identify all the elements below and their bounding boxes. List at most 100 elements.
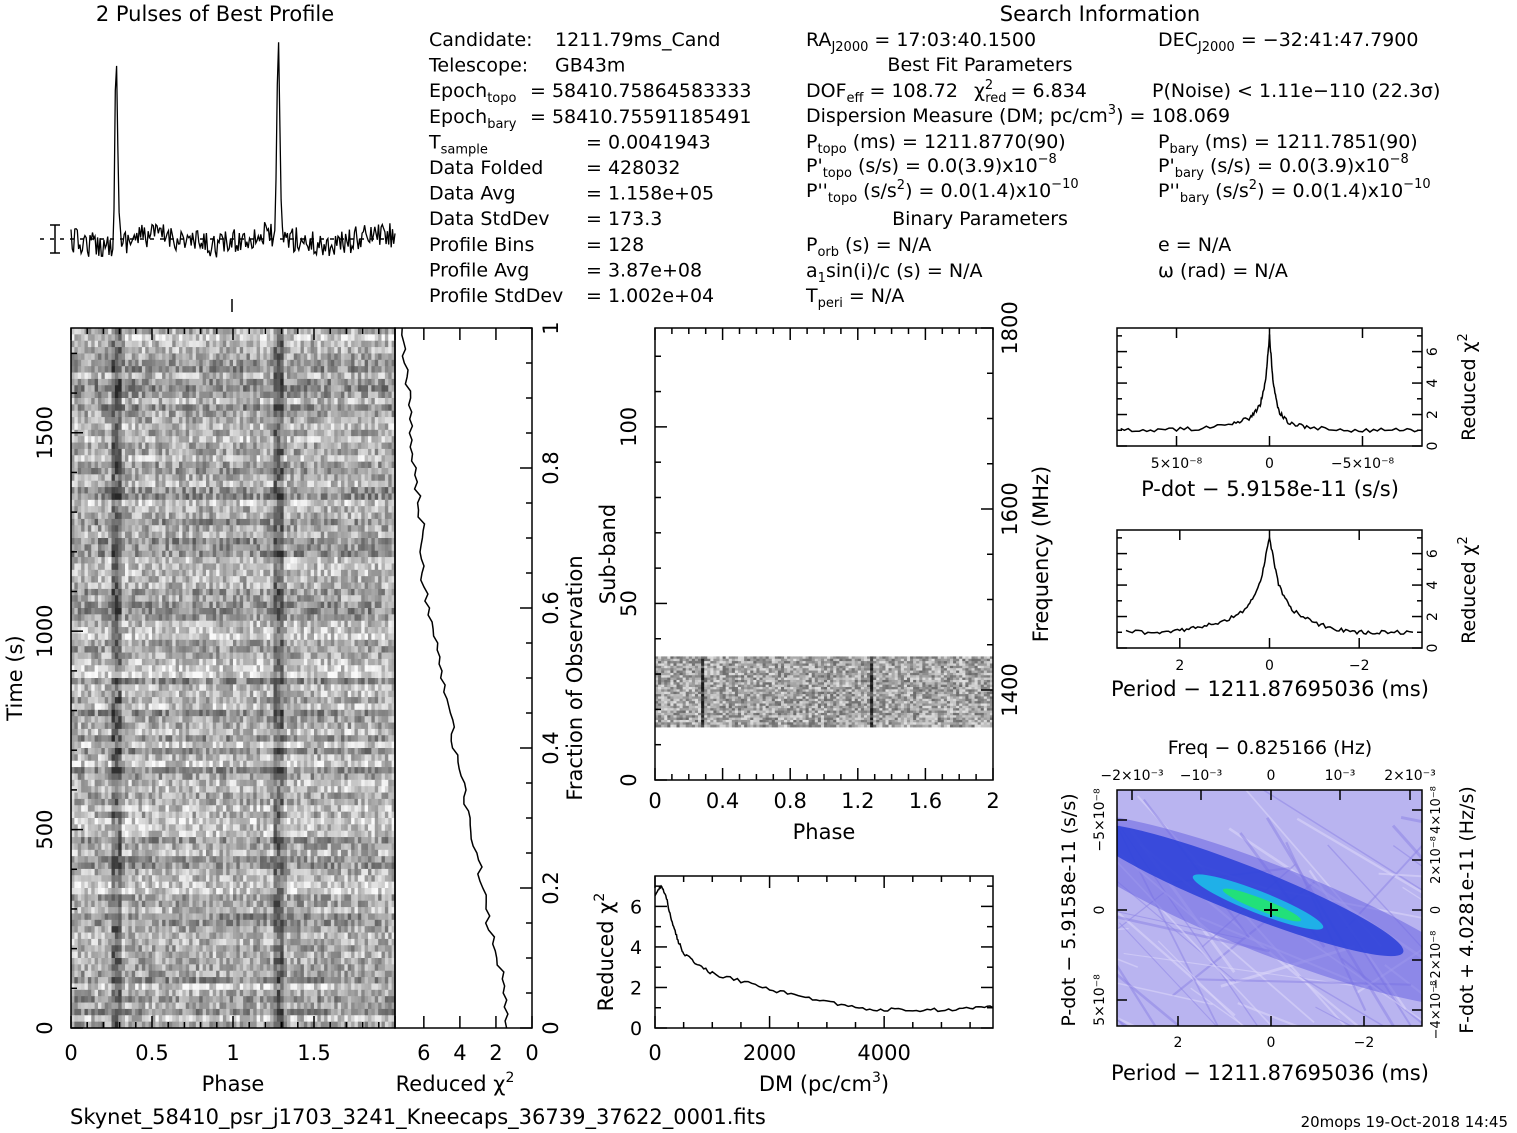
time-phase-cell: [77, 480, 82, 488]
time-phase-cell: [354, 531, 359, 539]
time-phase-cell: [330, 550, 335, 558]
time-phase-cell: [303, 506, 308, 513]
time-phase-cell: [74, 512, 79, 520]
time-phase-cell: [98, 652, 102, 660]
time-phase-cell: [334, 347, 339, 354]
time-phase-cell: [337, 563, 342, 571]
time-phase-cell: [165, 391, 170, 399]
time-phase-cell: [185, 398, 190, 405]
time-phase-cell: [81, 429, 85, 437]
time-phase-cell: [155, 557, 160, 564]
time-phase-cell: [168, 340, 173, 348]
time-phase-cell: [162, 417, 166, 424]
time-phase-cell: [317, 499, 322, 507]
time-phase-cell: [111, 328, 116, 335]
time-phase-cell: [330, 608, 335, 615]
time-phase-cell: [98, 455, 102, 463]
time-phase-cell: [391, 595, 395, 603]
time-phase-cell: [317, 353, 322, 361]
time-phase-cell: [77, 633, 82, 641]
time-phase-cell: [290, 614, 295, 622]
time-phase-cell: [155, 601, 160, 609]
time-phase-cell: [337, 429, 342, 437]
time-phase-cell: [94, 601, 99, 609]
time-phase-cell: [152, 525, 156, 533]
time-phase-cell: [337, 493, 342, 501]
time-phase-cell: [212, 461, 217, 469]
time-phase-cell: [243, 601, 247, 609]
time-phase-cell: [287, 455, 291, 463]
time-phase-cell: [222, 557, 227, 564]
time-phase-cell: [91, 417, 96, 424]
time-phase-cell: [165, 544, 170, 552]
time-phase-cell: [114, 506, 119, 513]
time-phase-cell: [357, 582, 362, 590]
time-phase-cell: [141, 582, 146, 590]
time-phase-cell: [290, 493, 295, 501]
time-phase-cell: [391, 493, 395, 501]
time-phase-cell: [175, 563, 180, 571]
time-phase-cell: [209, 385, 214, 393]
time-phase-cell: [108, 378, 112, 386]
time-phase-cell: [148, 550, 153, 558]
info-value: = 58410.75591185491: [530, 106, 751, 128]
time-phase-cell: [273, 506, 278, 513]
time-phase-cell: [334, 366, 339, 373]
time-phase-cell: [270, 340, 274, 348]
time-phase-cell: [192, 493, 197, 501]
time-phase-cell: [270, 378, 274, 386]
time-phase-cell: [293, 639, 298, 647]
time-phase-cell: [270, 366, 274, 373]
time-phase-cell: [324, 499, 328, 507]
time-phase-cell: [381, 347, 386, 354]
time-phase-cell: [388, 506, 393, 513]
time-phase-cell: [381, 366, 386, 373]
time-phase-cell: [327, 404, 332, 412]
time-phase-cell: [114, 442, 119, 450]
time-phase-cell: [283, 359, 288, 367]
time-phase-cell: [206, 601, 210, 609]
time-phase-cell: [118, 378, 123, 386]
time-phase-cell: [334, 480, 339, 488]
time-phase-cell: [202, 620, 207, 628]
time-phase-cell: [141, 531, 146, 539]
time-phase-cell: [354, 372, 359, 380]
time-phase-cell: [94, 410, 99, 418]
time-phase-cell: [108, 493, 112, 501]
time-phase-cell: [94, 480, 99, 488]
time-phase-cell: [131, 646, 136, 653]
time-phase-cell: [354, 468, 359, 475]
time-phase-cell: [391, 531, 395, 539]
time-phase-cell: [158, 372, 163, 380]
time-phase-cell: [371, 474, 376, 482]
time-phase-cell: [239, 493, 244, 501]
time-phase-cell: [226, 448, 231, 456]
time-phase-cell: [128, 506, 133, 513]
time-phase-cell: [243, 525, 247, 533]
time-phase-cell: [243, 627, 247, 634]
time-phase-cell: [71, 385, 75, 393]
time-phase-cell: [195, 569, 200, 577]
time-phase-cell: [374, 601, 379, 609]
time-phase-cell: [253, 347, 258, 354]
time-phase-cell: [368, 385, 372, 393]
time-phase-cell: [341, 538, 345, 545]
time-phase-cell: [222, 385, 227, 393]
time-phase-cell: [229, 518, 234, 526]
time-phase-cell: [74, 544, 79, 552]
time-phase-cell: [84, 550, 89, 558]
time-phase-cell: [121, 353, 126, 361]
time-phase-cell: [320, 359, 325, 367]
time-phase-cell: [314, 328, 318, 335]
time-phase-cell: [202, 461, 207, 469]
time-phase-cell: [246, 487, 251, 494]
time-phase-cell: [347, 601, 352, 609]
time-phase-cell: [202, 569, 207, 577]
time-phase-cell: [307, 544, 312, 552]
time-phase-cell: [98, 614, 102, 622]
time-phase-cell: [368, 340, 372, 348]
time-phase-cell: [347, 372, 352, 380]
time-phase-cell: [114, 595, 119, 603]
time-phase-cell: [175, 506, 180, 513]
time-phase-cell: [155, 461, 160, 469]
